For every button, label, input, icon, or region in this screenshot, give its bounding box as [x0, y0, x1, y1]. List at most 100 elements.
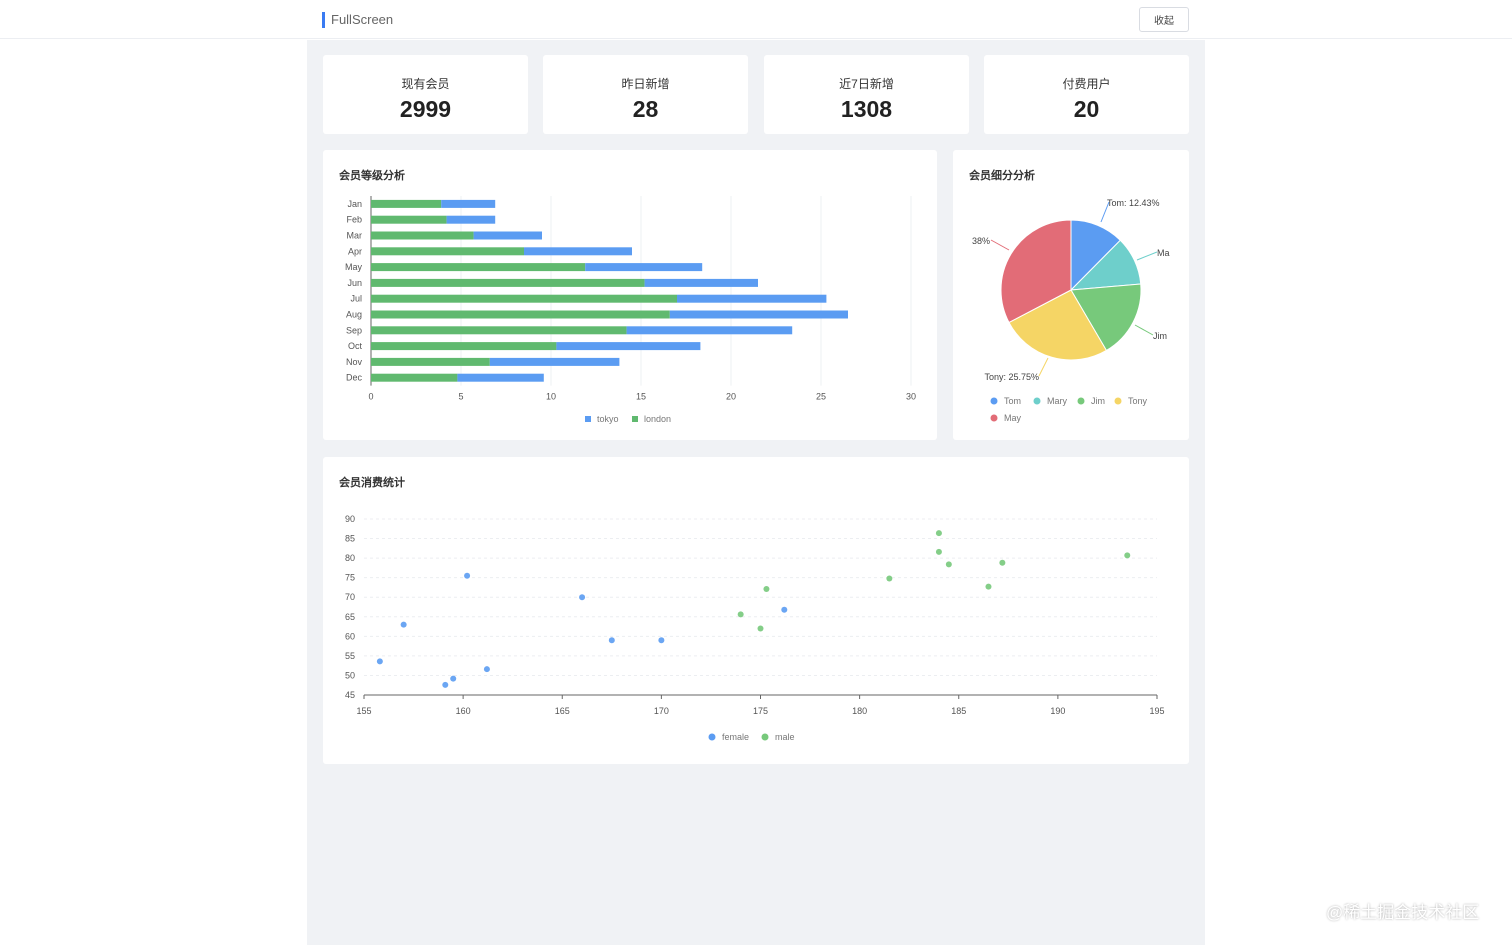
pie-slice-label: Tom: 12.43%: [1107, 198, 1160, 208]
share-pie-chart: Tom: 12.43% Ma Jim Tony: 25.75% 38% Tom Mary Ji…: [972, 198, 1170, 423]
y-tick-label: 55: [345, 651, 355, 661]
x-tick-label: 195: [1149, 706, 1164, 716]
level-bar-chart: 0 5 10 15 20 25 30 Jan Feb Mar Apr May Jun Jul Aug Sep O…: [345, 196, 916, 424]
y-tick-label: Aug: [346, 310, 362, 320]
x-tick-label: 165: [555, 706, 570, 716]
y-tick-label: Jul: [350, 294, 362, 304]
y-tick-label: Nov: [346, 357, 363, 367]
collapse-button[interactable]: 收起: [1139, 7, 1189, 32]
legend-female-label: female: [722, 732, 749, 742]
spend-chart-title: 会员消费统计: [339, 477, 405, 489]
x-tick-label: 15: [636, 392, 646, 402]
bar-london: [371, 326, 627, 335]
legend-tom-swatch: [990, 397, 998, 405]
bar-london: [371, 199, 442, 208]
legend-female-swatch: [708, 733, 716, 741]
x-tick-label: 170: [654, 706, 669, 716]
pie-slice-label: 38%: [972, 236, 990, 246]
pie-slice-may: [1000, 219, 1072, 324]
bar-london: [371, 215, 447, 224]
stat-card-paying-users: 付费用户 20: [984, 55, 1189, 134]
level-chart-title: 会员等级分析: [339, 170, 405, 182]
y-tick-label: May: [345, 262, 363, 272]
scatter-point-female: [400, 621, 407, 628]
bar-tokyo: [644, 278, 758, 287]
bar-tokyo: [457, 373, 544, 382]
legend-jim-label: Jim: [1091, 396, 1105, 406]
x-tick-label: 5: [458, 392, 463, 402]
legend-male-swatch: [761, 733, 769, 741]
stat-label: 昨日新增: [621, 77, 670, 91]
bar-london: [371, 342, 557, 351]
bar-london: [371, 294, 677, 303]
legend-tokyo-label: tokyo: [597, 414, 619, 424]
y-tick-label: Jan: [347, 199, 362, 209]
y-tick-label: Feb: [346, 215, 362, 225]
y-tick-label: 45: [345, 690, 355, 700]
scatter-point-male: [935, 530, 942, 537]
bar-tokyo: [489, 357, 620, 366]
pie-slice-label: Tony: 25.75%: [984, 372, 1039, 382]
stat-card-week-new: 近7日新增 1308: [764, 55, 969, 134]
y-tick-label: 90: [345, 514, 355, 524]
stat-value: 2999: [399, 96, 452, 122]
pie-slice-label: Ma: [1157, 248, 1170, 258]
y-tick-label: 85: [345, 534, 355, 544]
x-tick-label: 10: [546, 392, 556, 402]
pie-label-line: [1038, 357, 1049, 377]
legend-mary-swatch: [1033, 397, 1041, 405]
y-tick-label: Oct: [348, 341, 363, 351]
bar-tokyo: [677, 294, 827, 303]
x-tick-label: 180: [852, 706, 867, 716]
spend-chart-card: 会员消费统计 45 50 55 60 65 70 75 80 85 90 155 160 165 170 1…: [323, 457, 1189, 764]
y-tick-label: Dec: [346, 373, 363, 383]
pie-label-line: [1100, 201, 1110, 223]
stat-value: 20: [1073, 96, 1100, 122]
scatter-point-male: [737, 611, 744, 618]
top-header: FullScreen 收起: [0, 0, 1512, 39]
y-tick-label: Sep: [346, 325, 362, 335]
bar-tokyo: [441, 199, 496, 208]
pie-slice-label: Jim: [1153, 331, 1167, 341]
scatter-point-female: [450, 675, 457, 682]
bar-tokyo: [669, 310, 848, 319]
bar-london: [371, 231, 474, 240]
x-tick-label: 160: [456, 706, 471, 716]
stat-value: 1308: [840, 96, 893, 122]
spend-scatter-chart: 45 50 55 60 65 70 75 80 85 90 155 160 165 170 175 180 18…: [345, 514, 1165, 742]
x-tick-label: 190: [1050, 706, 1065, 716]
level-chart-card: 会员等级分析 0 5 10 15 20 25 30 Jan Feb Mar Apr May Jun Jul…: [323, 150, 937, 440]
bar-london: [371, 310, 670, 319]
scatter-point-female: [579, 594, 586, 601]
watermark: @稀土掘金技术社区: [1326, 903, 1480, 922]
y-tick-label: Jun: [347, 278, 362, 288]
y-tick-label: 65: [345, 612, 355, 622]
stat-card-current-members: 现有会员 2999: [323, 55, 528, 134]
bar-london: [371, 357, 490, 366]
scatter-point-female: [781, 606, 788, 613]
scatter-point-male: [763, 586, 770, 593]
stat-label: 现有会员: [401, 77, 450, 91]
bar-tokyo: [626, 326, 793, 335]
scatter-point-male: [945, 561, 952, 568]
bar-london: [371, 278, 645, 287]
scatter-point-female: [442, 681, 449, 688]
x-tick-label: 155: [356, 706, 371, 716]
scatter-point-male: [985, 583, 992, 590]
y-tick-label: 70: [345, 592, 355, 602]
share-chart-card: 会员细分分析 Tom: 12.43% Ma Jim Tony: 25.75% 38% To…: [953, 150, 1189, 440]
scatter-point-female: [464, 572, 471, 579]
bar-tokyo: [585, 263, 703, 272]
x-tick-label: 0: [368, 392, 373, 402]
y-tick-label: 80: [345, 553, 355, 563]
legend-tom-label: Tom: [1004, 396, 1021, 406]
bar-tokyo: [446, 215, 496, 224]
dashboard-main: 现有会员 2999 昨日新增 28 近7日新增 1308 付费用户 20 会员等…: [307, 40, 1205, 945]
stat-label: 付费用户: [1062, 77, 1111, 91]
x-tick-label: 25: [816, 392, 826, 402]
legend-tony-swatch: [1114, 397, 1122, 405]
scatter-point-female: [658, 637, 665, 644]
bar-tokyo: [473, 231, 542, 240]
scatter-point-female: [483, 666, 490, 673]
stat-value: 28: [632, 96, 659, 122]
